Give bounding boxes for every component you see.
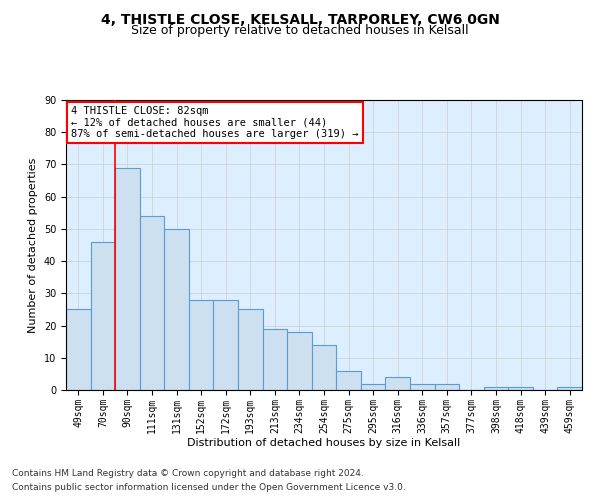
- Bar: [484, 387, 508, 390]
- Bar: [189, 300, 214, 390]
- X-axis label: Distribution of detached houses by size in Kelsall: Distribution of detached houses by size …: [187, 438, 461, 448]
- Bar: [91, 242, 115, 390]
- Bar: [115, 168, 140, 390]
- Bar: [263, 329, 287, 390]
- Bar: [385, 377, 410, 390]
- Bar: [336, 370, 361, 390]
- Bar: [287, 332, 312, 390]
- Text: Contains HM Land Registry data © Crown copyright and database right 2024.: Contains HM Land Registry data © Crown c…: [12, 468, 364, 477]
- Y-axis label: Number of detached properties: Number of detached properties: [28, 158, 38, 332]
- Bar: [434, 384, 459, 390]
- Bar: [508, 387, 533, 390]
- Bar: [410, 384, 434, 390]
- Bar: [361, 384, 385, 390]
- Bar: [238, 310, 263, 390]
- Bar: [214, 300, 238, 390]
- Text: 4 THISTLE CLOSE: 82sqm
← 12% of detached houses are smaller (44)
87% of semi-det: 4 THISTLE CLOSE: 82sqm ← 12% of detached…: [71, 106, 359, 139]
- Bar: [66, 310, 91, 390]
- Text: Size of property relative to detached houses in Kelsall: Size of property relative to detached ho…: [131, 24, 469, 37]
- Bar: [140, 216, 164, 390]
- Bar: [312, 345, 336, 390]
- Text: Contains public sector information licensed under the Open Government Licence v3: Contains public sector information licen…: [12, 484, 406, 492]
- Text: 4, THISTLE CLOSE, KELSALL, TARPORLEY, CW6 0GN: 4, THISTLE CLOSE, KELSALL, TARPORLEY, CW…: [101, 12, 499, 26]
- Bar: [164, 229, 189, 390]
- Bar: [557, 387, 582, 390]
